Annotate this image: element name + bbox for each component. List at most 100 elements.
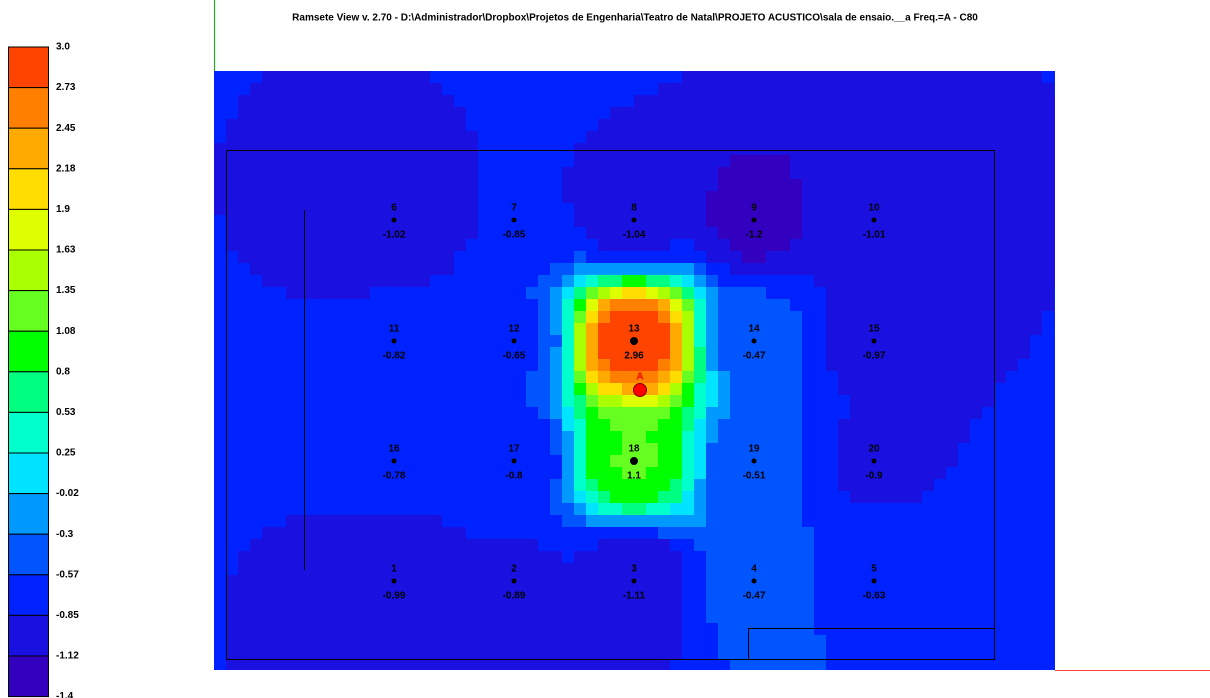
heat-cell: [874, 539, 886, 551]
heat-cell: [1018, 119, 1030, 131]
heat-cell: [994, 263, 1006, 275]
heat-cell: [586, 299, 598, 311]
heat-cell: [490, 359, 502, 371]
heat-cell: [442, 203, 454, 215]
heat-cell: [454, 371, 466, 383]
heat-cell: [658, 335, 670, 347]
heat-cell: [310, 83, 322, 95]
heat-cell: [262, 287, 274, 299]
heat-cell: [394, 623, 406, 635]
heat-cell: [274, 443, 286, 455]
heat-cell: [370, 407, 382, 419]
heat-cell: [694, 455, 706, 467]
heat-cell: [454, 299, 466, 311]
heat-cell: [730, 323, 742, 335]
heat-cell: [778, 299, 790, 311]
heat-cell: [322, 359, 334, 371]
heat-cell: [946, 419, 958, 431]
heat-cell: [694, 419, 706, 431]
heat-cell: [790, 383, 802, 395]
heat-cell: [250, 551, 262, 563]
heat-cell: [334, 203, 346, 215]
heat-cell: [538, 71, 550, 83]
heat-cell: [550, 227, 562, 239]
heat-cell: [1054, 251, 1055, 263]
heat-cell: [802, 371, 814, 383]
heat-cell: [226, 323, 238, 335]
heat-cell: [622, 599, 634, 611]
heat-cell: [598, 311, 610, 323]
legend-swatch: [8, 371, 49, 413]
heat-cell: [1042, 539, 1054, 551]
heat-cell: [694, 179, 706, 191]
heat-cell: [1006, 95, 1018, 107]
heat-cell: [538, 311, 550, 323]
heat-cell: [310, 515, 322, 527]
heat-cell: [262, 431, 274, 443]
heat-cell: [442, 119, 454, 131]
heat-cell: [250, 431, 262, 443]
heat-cell: [610, 635, 622, 647]
heat-cell: [454, 95, 466, 107]
heat-cell: [634, 479, 646, 491]
heat-cell: [346, 563, 358, 575]
heat-cell: [1018, 227, 1030, 239]
heat-cell: [682, 527, 694, 539]
heat-cell: [538, 371, 550, 383]
heat-cell: [958, 251, 970, 263]
heat-cell: [946, 551, 958, 563]
receiver-dot: [871, 458, 877, 464]
heat-cell: [406, 371, 418, 383]
heat-cell: [922, 95, 934, 107]
heat-cell: [322, 659, 334, 670]
heat-cell: [922, 191, 934, 203]
heat-cell: [286, 239, 298, 251]
heat-cell: [682, 503, 694, 515]
heat-cell: [550, 323, 562, 335]
heat-cell: [238, 431, 250, 443]
heat-cell: [478, 503, 490, 515]
heat-cell: [826, 467, 838, 479]
heat-cell: [394, 239, 406, 251]
heat-cell: [430, 179, 442, 191]
heat-cell: [718, 455, 730, 467]
heat-cell: [490, 167, 502, 179]
heat-cell: [694, 143, 706, 155]
heat-cell: [766, 419, 778, 431]
heat-cell: [982, 71, 994, 83]
heat-cell: [478, 179, 490, 191]
heat-cell: [658, 527, 670, 539]
heat-cell: [514, 419, 526, 431]
heat-cell: [550, 335, 562, 347]
heat-cell: [646, 251, 658, 263]
heat-cell: [406, 191, 418, 203]
heat-cell: [514, 383, 526, 395]
heat-cell: [490, 371, 502, 383]
heat-cell: [334, 335, 346, 347]
heat-cell: [274, 623, 286, 635]
heat-cell: [1030, 467, 1042, 479]
heat-cell: [334, 275, 346, 287]
heat-cell: [922, 227, 934, 239]
heat-cell: [922, 83, 934, 95]
heat-cell: [322, 107, 334, 119]
heat-cell: [790, 431, 802, 443]
heat-cell: [658, 431, 670, 443]
heat-cell: [874, 155, 886, 167]
heat-cell: [814, 659, 826, 670]
heat-cell: [226, 191, 238, 203]
heat-cell: [430, 275, 442, 287]
heat-cell: [322, 203, 334, 215]
heat-cell: [742, 239, 754, 251]
heat-cell: [862, 575, 874, 587]
heat-cell: [250, 383, 262, 395]
heat-cell: [622, 611, 634, 623]
heat-cell: [502, 335, 514, 347]
heat-cell: [622, 203, 634, 215]
heat-cell: [706, 347, 718, 359]
heat-cell: [982, 359, 994, 371]
heat-cell: [682, 467, 694, 479]
heat-cell: [1006, 167, 1018, 179]
heat-cell: [310, 563, 322, 575]
heat-cell: [226, 167, 238, 179]
